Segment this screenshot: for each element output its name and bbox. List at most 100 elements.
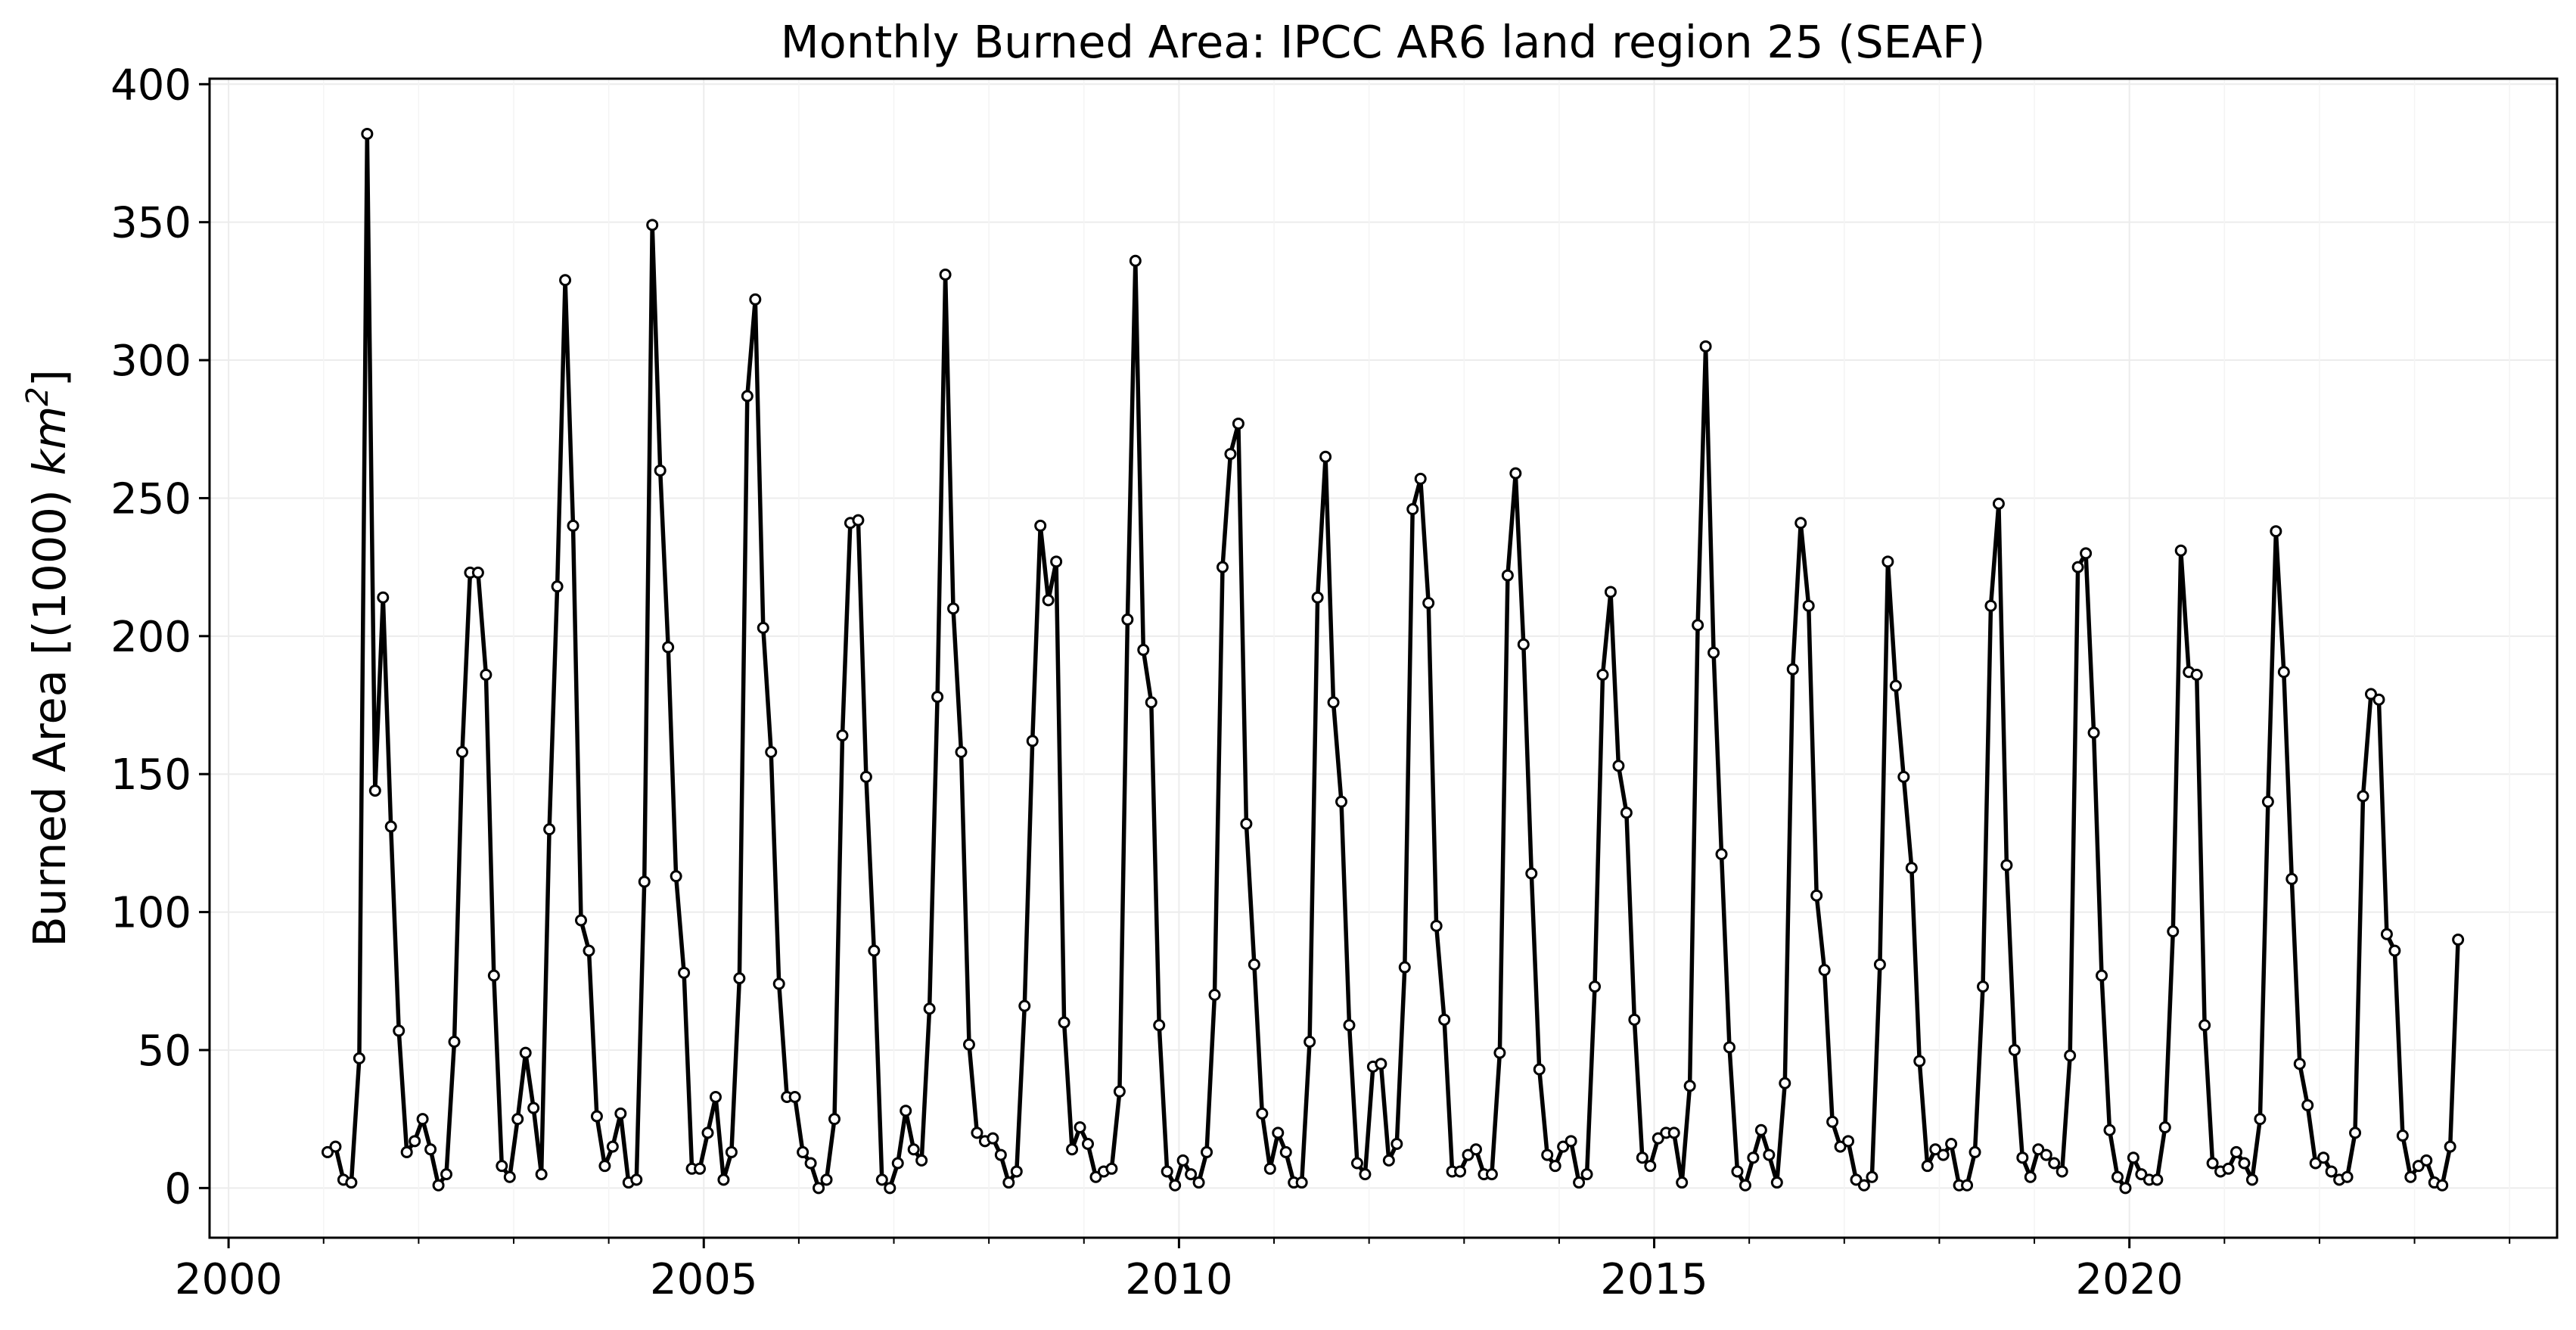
data-point [2238, 1157, 2251, 1170]
data-point [368, 785, 381, 797]
data-point [1715, 847, 1728, 860]
data-point [1002, 1176, 1015, 1189]
data-point [1961, 1179, 1974, 1192]
data-point [2396, 1130, 2409, 1142]
data-point [487, 969, 500, 982]
data-point [2040, 1148, 2052, 1161]
data-point [1676, 1176, 1689, 1189]
data-point [1391, 1137, 1403, 1150]
data-point [471, 566, 484, 579]
data-point [717, 1173, 730, 1186]
data-point [1279, 1145, 1292, 1158]
data-point [393, 1024, 406, 1037]
chart-title: Monthly Burned Area: IPCC AR6 land regio… [781, 16, 1986, 68]
data-point [1549, 1160, 1561, 1173]
data-point [480, 668, 493, 681]
data-point [2190, 668, 2203, 681]
data-point [543, 823, 556, 836]
data-point [1937, 1148, 1950, 1161]
data-point [2096, 969, 2108, 982]
data-point [2254, 1113, 2267, 1126]
data-point [2452, 934, 2465, 946]
y-axis-label: Burned Area [(1000) km2] [20, 369, 76, 947]
data-point [1763, 1148, 1776, 1161]
data-point [891, 1157, 904, 1170]
data-point [1469, 1143, 1482, 1156]
data-point [939, 268, 952, 281]
data-point [1327, 696, 1340, 709]
data-point [2364, 688, 2377, 701]
data-point [527, 1102, 540, 1114]
data-point [828, 1113, 841, 1126]
data-point [1121, 613, 1134, 626]
data-point [345, 1176, 358, 1189]
data-point [749, 293, 762, 306]
data-point [1082, 1137, 1095, 1150]
data-point [2388, 944, 2401, 957]
data-point [1256, 1107, 1269, 1120]
data-point [638, 875, 651, 888]
data-point [1857, 1179, 1870, 1192]
data-point [1628, 1013, 1641, 1026]
data-point [1517, 638, 1530, 651]
data-point [519, 1046, 532, 1059]
data-point [1208, 989, 1221, 1002]
data-point [900, 1105, 912, 1117]
data-point [1842, 1135, 1855, 1148]
data-point [2048, 1157, 2061, 1170]
data-point [2285, 872, 2298, 885]
data-point [1382, 1154, 1395, 1167]
data-point [1304, 1036, 1316, 1049]
data-point [804, 1157, 817, 1170]
data-point [733, 972, 746, 985]
data-point [496, 1160, 508, 1173]
data-point [1113, 1085, 1126, 1098]
data-point [1794, 517, 1807, 530]
data-point [2222, 1162, 2235, 1175]
data-point [1541, 1148, 1554, 1161]
data-point [1596, 668, 1609, 681]
data-point [2008, 1043, 2021, 1056]
data-point [1153, 1019, 1166, 1032]
data-point [432, 1179, 445, 1192]
data-point [1034, 519, 1047, 532]
data-point [1263, 1162, 1276, 1175]
data-point [1398, 961, 1411, 974]
data-point [2349, 1126, 2362, 1139]
data-point [1683, 1080, 1696, 1092]
data-point [1161, 1165, 1173, 1178]
data-point [962, 1038, 975, 1051]
data-point [1873, 958, 1886, 971]
data-point [1723, 1041, 1735, 1054]
data-point [1089, 1170, 1102, 1183]
data-point [868, 944, 881, 957]
data-point [503, 1170, 516, 1183]
y-tick-label: 0 [164, 1164, 191, 1213]
data-point [455, 746, 468, 759]
data-point [852, 514, 865, 527]
data-point [1042, 594, 1055, 607]
data-point [1620, 806, 1633, 819]
data-point [1050, 555, 1063, 568]
data-point [2277, 666, 2290, 679]
data-point [2016, 1151, 2029, 1164]
data-point [1335, 795, 1348, 808]
data-point [353, 1052, 365, 1064]
data-point [654, 464, 667, 477]
data-point [2309, 1157, 2322, 1170]
data-point [1652, 1132, 1664, 1145]
data-point [2080, 547, 2093, 560]
data-point [1969, 1145, 1981, 1158]
data-point [1438, 1013, 1451, 1026]
y-tick-label: 100 [110, 889, 191, 938]
data-point [1026, 735, 1039, 747]
data-point [2317, 1151, 2330, 1164]
data-point [1176, 1154, 1189, 1167]
data-point [1699, 340, 1712, 353]
data-point [1834, 1140, 1847, 1153]
data-point [630, 1173, 643, 1186]
data-point [1565, 1135, 1577, 1148]
data-point [1493, 1046, 1506, 1059]
data-point [2444, 1140, 2456, 1153]
data-point [875, 1173, 888, 1186]
